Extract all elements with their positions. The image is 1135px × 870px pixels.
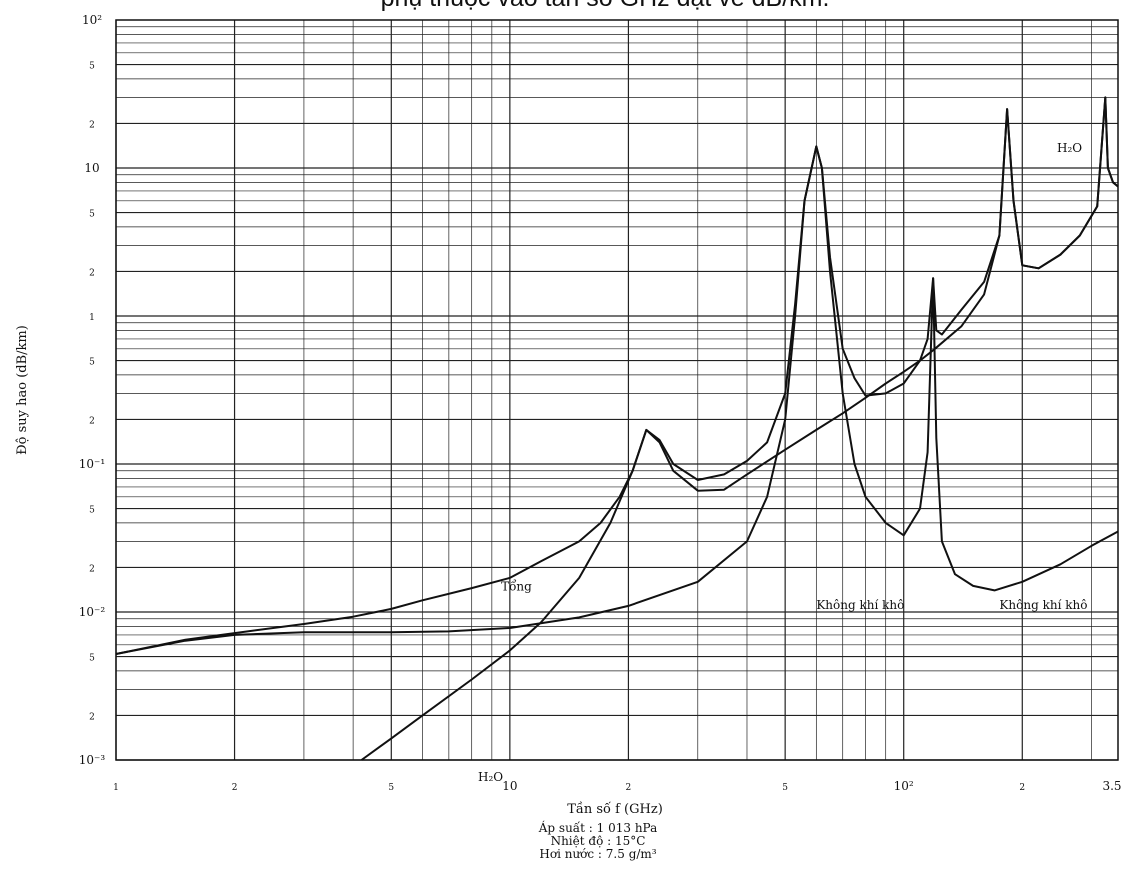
x-tick-label: 2 bbox=[626, 783, 632, 793]
x-tick-label: 10 bbox=[502, 779, 517, 793]
page-title: phụ thuộc vào tần số GHz đạt về dB/km. bbox=[381, 0, 830, 12]
series-line-1 bbox=[115, 96, 1119, 655]
annotation-layer: Tổng Không khí khô Không khí khô H₂O H₂O bbox=[478, 141, 1087, 784]
x-tick-label: 5 bbox=[388, 783, 394, 793]
y-tick-label: 5 bbox=[89, 62, 95, 72]
curve-annotation: H₂O bbox=[1057, 141, 1082, 155]
x-axis-label: Tần số f (GHz) bbox=[567, 801, 663, 817]
y-tick-label: 10² bbox=[82, 13, 102, 27]
y-tick-label: 2 bbox=[89, 564, 95, 574]
condition-note: Áp suất : 1 013 hPa bbox=[538, 820, 657, 835]
y-tick-label: 2 bbox=[89, 268, 95, 278]
x-tick-label: 2 bbox=[1019, 783, 1025, 793]
y-tick-label: 1 bbox=[89, 313, 95, 323]
series-line-2 bbox=[115, 145, 1119, 655]
y-tick-label: 10 bbox=[84, 161, 99, 175]
y-tick-label: 10⁻³ bbox=[79, 753, 106, 767]
condition-note: Nhiệt độ : 15°C bbox=[551, 834, 646, 848]
y-tick-label: 10⁻¹ bbox=[79, 457, 105, 471]
y-tick-label: 5 bbox=[89, 210, 95, 220]
curve-annotation: Không khí khô bbox=[816, 598, 904, 612]
y-tick-label: 2 bbox=[89, 416, 95, 426]
curve-annotation: Tổng bbox=[501, 578, 532, 593]
y-tick-label: 5 bbox=[89, 358, 95, 368]
curve-annotation: Không khí khô bbox=[999, 598, 1087, 612]
y-axis-label: Độ suy hao (dB/km) bbox=[15, 325, 30, 455]
y-tick-label: 5 bbox=[89, 654, 95, 664]
series-layer bbox=[115, 96, 1119, 761]
x-tick-label: 2 bbox=[232, 783, 238, 793]
curve-annotation: H₂O bbox=[478, 770, 503, 784]
grid-layer bbox=[115, 20, 1118, 761]
plot-frame bbox=[115, 19, 1119, 761]
x-tick-label: 1 bbox=[113, 783, 119, 793]
y-tick-label: 5 bbox=[89, 506, 95, 516]
condition-note: Hơi nước : 7.5 g/m³ bbox=[539, 847, 656, 861]
y-tick-label: 10⁻² bbox=[79, 605, 106, 619]
y-axis-ticks: 10⁻³ 2 5 10⁻² 2 5 10⁻¹ 2 5 1 2 5 10 2 5 10² bbox=[79, 13, 106, 767]
x-tick-label: 10² bbox=[894, 779, 914, 793]
y-tick-label: 2 bbox=[89, 712, 95, 722]
series-line-3 bbox=[360, 96, 1119, 761]
x-tick-label: 5 bbox=[782, 783, 788, 793]
x-axis-ticks: 1 2 5 10 2 5 10² 2 3.5 bbox=[113, 779, 1121, 793]
y-tick-label: 2 bbox=[89, 120, 95, 130]
x-tick-label: 3.5 bbox=[1102, 779, 1121, 793]
